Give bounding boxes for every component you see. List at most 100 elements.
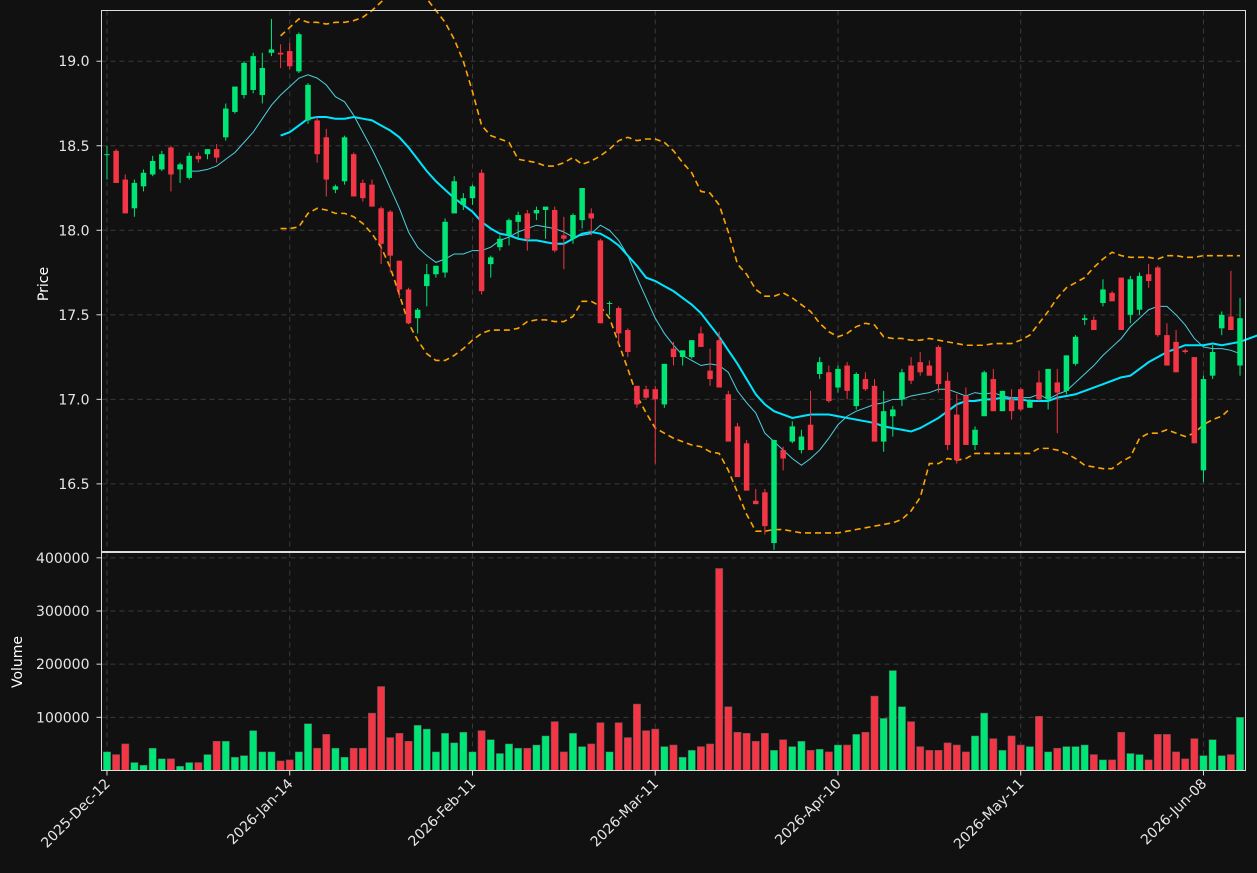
candle-body	[1081, 318, 1088, 320]
price-tick-label: 18.5	[58, 139, 89, 155]
volume-bar	[596, 722, 605, 771]
candle	[1109, 291, 1115, 302]
volume-bar	[742, 733, 751, 771]
candle-body	[853, 373, 859, 407]
candle	[771, 439, 777, 550]
candle-body	[533, 209, 540, 214]
lower-band-line	[280, 207, 1232, 534]
candle-body	[1091, 319, 1097, 331]
volume-bar	[103, 751, 111, 771]
slow-ma-line	[280, 115, 1257, 433]
candle	[634, 385, 640, 408]
fast-ma-line	[189, 74, 1241, 466]
candle-body	[1008, 399, 1015, 412]
volume-bar	[898, 706, 906, 771]
candle	[972, 426, 978, 451]
volume-bar	[532, 744, 541, 771]
candle-body	[826, 372, 832, 402]
candle-body	[844, 365, 850, 391]
candle	[241, 61, 247, 99]
candle-body	[597, 240, 604, 324]
candle-body	[1045, 368, 1051, 400]
candle-body	[442, 221, 448, 273]
candle	[570, 213, 576, 244]
volume-bar	[687, 750, 696, 771]
volume-bar	[231, 756, 239, 771]
volume-bar	[587, 743, 596, 771]
candle	[807, 390, 814, 451]
candle-body	[981, 372, 987, 417]
candle-body	[551, 209, 558, 251]
volume-bar	[194, 762, 203, 771]
candle	[268, 18, 275, 57]
volume-bar	[1025, 746, 1034, 771]
candle	[1219, 311, 1225, 336]
price-tick-label: 16.5	[58, 477, 89, 493]
candle	[917, 352, 923, 376]
volume-bar	[432, 751, 440, 771]
candle	[451, 176, 457, 214]
candle-body	[1155, 267, 1161, 336]
candle-body	[1017, 389, 1024, 410]
volume-bar	[1153, 734, 1162, 771]
candle-body	[1063, 355, 1070, 391]
candle-body	[414, 309, 421, 319]
candle-body	[880, 411, 887, 442]
candle	[433, 265, 439, 278]
candle	[689, 340, 695, 359]
candle	[286, 42, 293, 70]
volume-bar	[1007, 735, 1016, 771]
candle-body	[762, 492, 768, 527]
candle-body	[780, 450, 786, 459]
candle	[259, 52, 266, 104]
candle-body	[871, 385, 878, 442]
volume-bar	[724, 706, 733, 771]
candle	[1237, 297, 1243, 376]
volume-bar	[368, 712, 376, 771]
candle	[1063, 355, 1070, 395]
candle-body	[1127, 279, 1134, 315]
volume-bar	[112, 754, 121, 771]
upper-band-line	[280, 0, 1241, 347]
candle	[323, 128, 330, 197]
volume-bar	[605, 751, 614, 771]
candle-body	[1100, 289, 1106, 303]
candle-body	[716, 340, 722, 388]
volume-bar	[870, 695, 879, 771]
candle	[1027, 399, 1033, 408]
candle-body	[1027, 401, 1033, 408]
candle-body	[488, 257, 494, 265]
price-tick-label: 18.0	[58, 223, 89, 239]
volume-bar	[806, 750, 815, 771]
candle	[935, 345, 942, 393]
candle-body	[1145, 274, 1152, 281]
candle	[1118, 277, 1124, 331]
candle	[789, 421, 796, 444]
candle-body	[643, 389, 649, 398]
volume-bar	[660, 746, 669, 771]
volume-bar	[559, 751, 568, 771]
volume-bar	[669, 744, 678, 771]
candle-body	[177, 164, 183, 170]
volume-bar	[459, 731, 468, 771]
candle-body	[954, 414, 960, 461]
candle	[954, 394, 960, 464]
candle-body	[588, 213, 595, 219]
candle-body	[625, 330, 631, 353]
candle-body	[159, 154, 165, 170]
candle-body	[113, 150, 119, 183]
candle	[1072, 335, 1079, 366]
candle	[497, 235, 503, 251]
candle-body	[1191, 357, 1198, 444]
candle-body	[1228, 316, 1234, 331]
volume-bar	[212, 741, 221, 771]
volume-bar	[221, 741, 230, 771]
volume-bar	[505, 743, 513, 771]
candle	[387, 209, 393, 273]
candle-body	[405, 289, 412, 324]
candle	[350, 152, 357, 197]
candle	[652, 385, 658, 464]
candle	[1191, 357, 1198, 444]
candle-body	[241, 62, 247, 96]
candle	[908, 357, 914, 385]
